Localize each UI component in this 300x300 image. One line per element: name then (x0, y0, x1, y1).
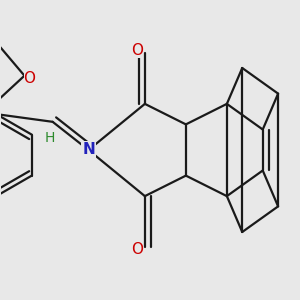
Text: O: O (131, 242, 143, 257)
Text: N: N (82, 142, 95, 158)
Text: H: H (45, 131, 55, 145)
Text: O: O (131, 43, 143, 58)
Text: O: O (24, 71, 36, 86)
